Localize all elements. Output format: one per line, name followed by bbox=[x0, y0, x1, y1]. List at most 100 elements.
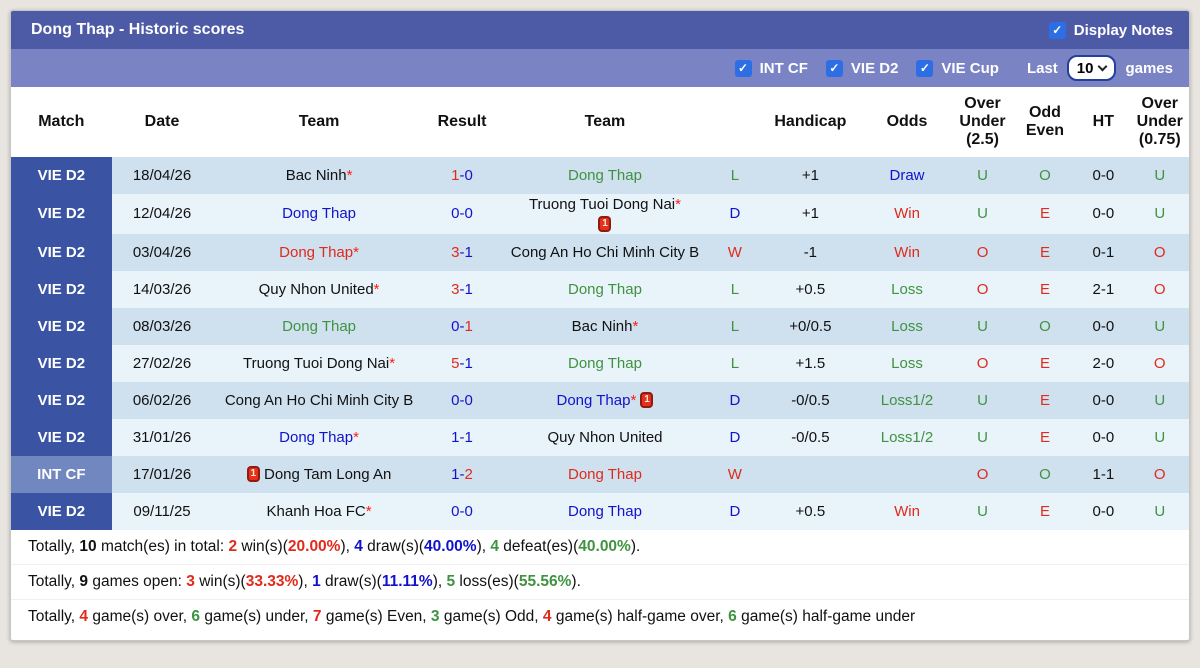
odds-result: Draw bbox=[862, 157, 952, 194]
home-advantage-star: * bbox=[346, 166, 353, 184]
summary-text: 2 bbox=[228, 538, 238, 555]
away-team: Dong Thap* bbox=[498, 382, 712, 419]
chevron-down-icon bbox=[1098, 61, 1108, 71]
red-card-icon bbox=[598, 216, 612, 232]
summary-text: game(s) Odd, bbox=[439, 608, 543, 625]
odd-even-value: E bbox=[1013, 271, 1077, 308]
team-name: Dong Thap bbox=[568, 354, 642, 372]
display-notes-checkbox[interactable]: Display Notes bbox=[1048, 21, 1173, 39]
last-games-control: Last 10 games bbox=[1027, 55, 1173, 81]
league-badge: VIE D2 bbox=[11, 382, 112, 419]
team-name: Bac Ninh bbox=[285, 166, 347, 184]
summary-text: game(s) half-game under bbox=[736, 608, 916, 625]
games-label: games bbox=[1125, 59, 1173, 77]
page-title: Dong Thap - Historic scores bbox=[31, 21, 245, 38]
home-team: Quy Nhon United* bbox=[212, 271, 426, 308]
table-row: VIE D2 09/11/25 Khanh Hoa FC* 0-0 Dong T… bbox=[11, 493, 1189, 530]
over-under-25-value: U bbox=[951, 308, 1014, 345]
history-table: Match Date Team Result Team Handicap Odd… bbox=[11, 87, 1189, 530]
last-games-select[interactable]: 10 bbox=[1066, 55, 1117, 81]
summary-text: 55.56% bbox=[518, 573, 572, 590]
col-header-over-under-25: Over Under (2.5) bbox=[951, 87, 1014, 157]
summary-text: Totally, bbox=[28, 573, 80, 590]
table-row: VIE D2 03/04/26 Dong Thap* 3-1 Cong An H… bbox=[11, 234, 1189, 271]
filter-checkbox-vie-d2[interactable]: VIE D2 bbox=[825, 59, 898, 77]
match-date: 06/02/26 bbox=[111, 382, 213, 419]
handicap-value: +0.5 bbox=[758, 271, 863, 308]
result-letter: D bbox=[711, 194, 759, 234]
result-letter: D bbox=[711, 493, 759, 530]
summary-line: Totally, 4 game(s) over, 6 game(s) under… bbox=[11, 599, 1189, 634]
away-team: Dong Thap bbox=[498, 271, 712, 308]
odds-result: Win bbox=[862, 234, 952, 271]
last-games-value: 10 bbox=[1076, 59, 1094, 77]
score: 0-0 bbox=[425, 382, 499, 419]
over-under-075-value: O bbox=[1130, 456, 1189, 493]
odd-even-value: O bbox=[1013, 308, 1077, 345]
score: 5-1 bbox=[425, 345, 499, 382]
summary-text: loss(es)( bbox=[455, 573, 519, 590]
ht-score: 2-1 bbox=[1076, 271, 1131, 308]
home-team: Truong Tuoi Dong Nai* bbox=[212, 345, 426, 382]
title-bar: Dong Thap - Historic scores Display Note… bbox=[11, 11, 1189, 49]
summary-text: 40.00% bbox=[424, 538, 477, 555]
filter-checkbox-vie-cup[interactable]: VIE Cup bbox=[916, 59, 999, 77]
summary-text: Totally, bbox=[28, 538, 80, 555]
table-row: VIE D2 31/01/26 Dong Thap* 1-1 Quy Nhon … bbox=[11, 419, 1189, 456]
home-advantage-star: * bbox=[389, 354, 396, 372]
result-letter: L bbox=[711, 308, 759, 345]
summary-text: 6 bbox=[191, 608, 201, 625]
summary-text: 11.11% bbox=[381, 573, 433, 590]
ht-score: 0-0 bbox=[1076, 382, 1131, 419]
filter-checkbox-int-cf[interactable]: INT CF bbox=[734, 59, 808, 77]
over-under-075-value: O bbox=[1130, 271, 1189, 308]
col-header-ht: HT bbox=[1076, 87, 1131, 157]
summary-text: defeat(es)( bbox=[499, 538, 579, 555]
summary-text: game(s) over, bbox=[88, 608, 192, 625]
over-under-25-value: U bbox=[951, 382, 1014, 419]
home-team: Dong Thap bbox=[212, 308, 426, 345]
handicap-value: +1 bbox=[758, 194, 863, 234]
result-letter: D bbox=[711, 419, 759, 456]
summary: Totally, 10 match(es) in total: 2 win(s)… bbox=[11, 530, 1189, 640]
table-row: INT CF 17/01/26 Dong Tam Long An 1-2 Don… bbox=[11, 456, 1189, 493]
team-name: Cong An Ho Chi Minh City B bbox=[224, 391, 414, 409]
summary-text: 3 bbox=[186, 573, 195, 590]
match-date: 03/04/26 bbox=[111, 234, 213, 271]
match-date: 14/03/26 bbox=[111, 271, 213, 308]
away-team: Dong Thap bbox=[498, 157, 712, 194]
league-badge: VIE D2 bbox=[11, 157, 112, 194]
last-label: Last bbox=[1026, 59, 1058, 77]
col-header-letter bbox=[711, 87, 759, 157]
over-under-25-value: U bbox=[951, 493, 1014, 530]
col-header-team1: Team bbox=[212, 87, 426, 157]
home-advantage-star: * bbox=[630, 391, 637, 409]
over-under-25-value: O bbox=[951, 345, 1014, 382]
handicap-value: -1 bbox=[758, 234, 863, 271]
odd-even-value: E bbox=[1013, 493, 1077, 530]
col-header-match: Match bbox=[11, 87, 112, 157]
result-letter: W bbox=[711, 456, 759, 493]
home-advantage-star: * bbox=[632, 317, 639, 335]
match-date: 12/04/26 bbox=[111, 194, 213, 234]
col-header-odd-even: Odd Even bbox=[1013, 87, 1077, 157]
away-team: Dong Thap bbox=[498, 493, 712, 530]
league-badge: VIE D2 bbox=[11, 493, 112, 530]
home-advantage-star: * bbox=[365, 502, 372, 520]
league-badge: VIE D2 bbox=[11, 345, 112, 382]
home-advantage-star: * bbox=[675, 196, 681, 213]
odds-result: Loss bbox=[862, 271, 952, 308]
home-advantage-star: * bbox=[373, 280, 380, 298]
home-team: Cong An Ho Chi Minh City B bbox=[212, 382, 426, 419]
home-team: Dong Thap bbox=[212, 194, 426, 234]
over-under-075-value: O bbox=[1130, 345, 1189, 382]
col-header-over-under-075: Over Under (0.75) bbox=[1130, 87, 1189, 157]
red-card-icon bbox=[246, 465, 260, 482]
match-date: 08/03/26 bbox=[111, 308, 213, 345]
summary-text: 4 bbox=[542, 608, 552, 625]
display-notes-label: Display Notes bbox=[1073, 21, 1173, 39]
summary-text: win(s)( bbox=[237, 538, 288, 555]
score: 0-1 bbox=[425, 308, 499, 345]
summary-text: game(s) Even, bbox=[321, 608, 431, 625]
over-under-25-value: O bbox=[951, 271, 1014, 308]
